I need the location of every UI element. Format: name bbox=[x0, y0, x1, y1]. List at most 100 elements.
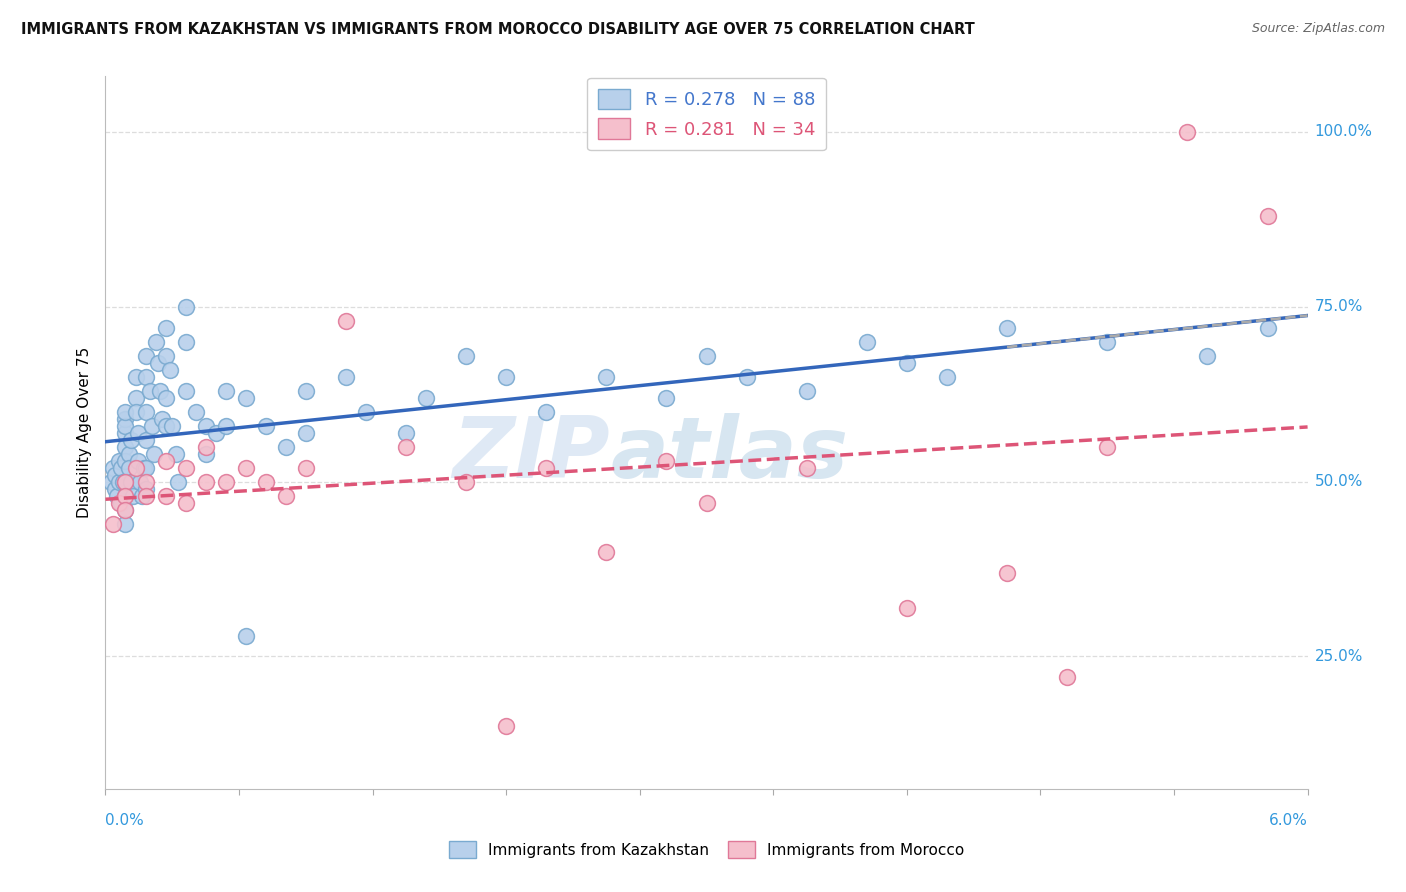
Text: 0.0%: 0.0% bbox=[105, 814, 145, 828]
Point bbox=[796, 384, 818, 398]
Point bbox=[131, 489, 153, 503]
Point bbox=[194, 418, 217, 433]
Point bbox=[124, 460, 146, 475]
Point bbox=[118, 460, 141, 475]
Point bbox=[214, 384, 236, 398]
Text: 25.0%: 25.0% bbox=[1315, 649, 1362, 664]
Point bbox=[995, 320, 1018, 334]
Point bbox=[214, 418, 236, 433]
Text: atlas: atlas bbox=[610, 412, 848, 496]
Point bbox=[1257, 209, 1279, 223]
Point bbox=[534, 460, 557, 475]
Point bbox=[124, 369, 146, 384]
Point bbox=[194, 475, 217, 489]
Point bbox=[114, 475, 136, 489]
Point bbox=[254, 418, 277, 433]
Point bbox=[114, 502, 136, 516]
Point bbox=[145, 334, 167, 349]
Point bbox=[335, 369, 357, 384]
Point bbox=[155, 349, 177, 363]
Point bbox=[114, 418, 136, 433]
Point bbox=[114, 425, 136, 440]
Point bbox=[204, 425, 226, 440]
Point bbox=[595, 369, 617, 384]
Point bbox=[114, 489, 136, 503]
Point bbox=[155, 391, 177, 405]
Point bbox=[148, 384, 170, 398]
Point bbox=[254, 475, 277, 489]
Point bbox=[127, 453, 149, 467]
Text: 6.0%: 6.0% bbox=[1268, 814, 1308, 828]
Point bbox=[1175, 125, 1198, 139]
Point bbox=[118, 447, 141, 461]
Point bbox=[104, 467, 127, 482]
Point bbox=[495, 719, 517, 733]
Point bbox=[655, 453, 678, 467]
Point bbox=[1097, 440, 1119, 454]
Point bbox=[1056, 671, 1078, 685]
Point bbox=[135, 482, 157, 496]
Point bbox=[395, 440, 418, 454]
Legend: R = 0.278   N = 88, R = 0.281   N = 34: R = 0.278 N = 88, R = 0.281 N = 34 bbox=[586, 78, 827, 150]
Point bbox=[135, 369, 157, 384]
Text: 100.0%: 100.0% bbox=[1315, 124, 1372, 139]
Point bbox=[110, 495, 132, 509]
Point bbox=[110, 460, 132, 475]
Y-axis label: Disability Age Over 75: Disability Age Over 75 bbox=[77, 347, 93, 518]
Point bbox=[155, 453, 177, 467]
Point bbox=[155, 320, 177, 334]
Point bbox=[124, 404, 146, 418]
Point bbox=[796, 460, 818, 475]
Point bbox=[114, 475, 136, 489]
Point bbox=[108, 495, 131, 509]
Point bbox=[114, 516, 136, 531]
Point bbox=[995, 566, 1018, 580]
Point bbox=[138, 384, 160, 398]
Point bbox=[128, 475, 150, 489]
Point bbox=[194, 440, 217, 454]
Point bbox=[274, 440, 297, 454]
Point bbox=[135, 475, 157, 489]
Point bbox=[696, 349, 718, 363]
Text: IMMIGRANTS FROM KAZAKHSTAN VS IMMIGRANTS FROM MOROCCO DISABILITY AGE OVER 75 COR: IMMIGRANTS FROM KAZAKHSTAN VS IMMIGRANTS… bbox=[21, 22, 974, 37]
Point bbox=[114, 440, 136, 454]
Point bbox=[454, 349, 477, 363]
Point bbox=[174, 334, 197, 349]
Point bbox=[155, 489, 177, 503]
Point bbox=[1097, 334, 1119, 349]
Point bbox=[121, 475, 143, 489]
Point bbox=[114, 411, 136, 425]
Point bbox=[534, 404, 557, 418]
Point bbox=[495, 369, 517, 384]
Point bbox=[127, 425, 149, 440]
Point bbox=[235, 628, 257, 642]
Text: 50.0%: 50.0% bbox=[1315, 474, 1362, 489]
Point bbox=[454, 475, 477, 489]
Point bbox=[103, 460, 125, 475]
Point bbox=[103, 516, 125, 531]
Point bbox=[114, 453, 136, 467]
Point bbox=[295, 425, 318, 440]
Point bbox=[122, 489, 145, 503]
Point bbox=[395, 425, 418, 440]
Point bbox=[100, 475, 122, 489]
Point bbox=[335, 314, 357, 328]
Point bbox=[112, 475, 135, 489]
Point bbox=[165, 447, 187, 461]
Point bbox=[135, 404, 157, 418]
Point bbox=[150, 411, 173, 425]
Point bbox=[174, 300, 197, 314]
Text: ZIP: ZIP bbox=[453, 412, 610, 496]
Point bbox=[855, 334, 877, 349]
Point bbox=[142, 447, 165, 461]
Point bbox=[1197, 349, 1219, 363]
Point bbox=[735, 369, 758, 384]
Point bbox=[896, 356, 918, 370]
Point bbox=[155, 418, 177, 433]
Point bbox=[655, 391, 678, 405]
Point bbox=[132, 460, 155, 475]
Point bbox=[141, 418, 163, 433]
Point bbox=[114, 502, 136, 516]
Point bbox=[124, 391, 146, 405]
Point bbox=[114, 489, 136, 503]
